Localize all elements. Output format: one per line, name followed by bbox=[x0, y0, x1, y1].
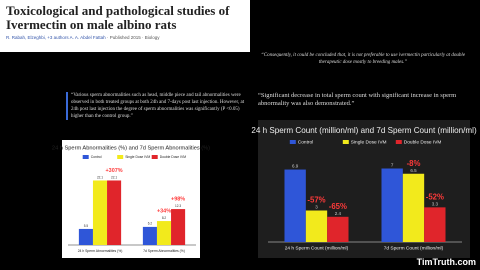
bar bbox=[381, 168, 403, 242]
value-label: 22.1 bbox=[111, 175, 117, 179]
x-tick-label: 24 h Sperm Abnormalities (%) bbox=[78, 249, 123, 253]
paper-title: Toxicological and pathological studies o… bbox=[6, 3, 230, 32]
authors[interactable]: R. Rabah, Elzeghbi, +3 authors A. A. Abd… bbox=[6, 35, 106, 40]
bar bbox=[305, 210, 328, 242]
change-label: -57% bbox=[307, 196, 325, 205]
bar bbox=[284, 169, 306, 242]
bar bbox=[156, 221, 172, 245]
quote: “Significant decrease in total sperm cou… bbox=[258, 92, 457, 107]
byline: R. Rabah, Elzeghbi, +3 authors A. A. Abd… bbox=[6, 35, 160, 40]
value-label: 6.9 bbox=[292, 164, 299, 169]
legend-label: Control bbox=[298, 139, 313, 145]
value-label: 8.2 bbox=[162, 216, 167, 220]
watermark: TimTruth.com bbox=[416, 257, 476, 267]
bar bbox=[402, 173, 425, 242]
legend-swatch bbox=[117, 155, 124, 159]
value-label: 6.2 bbox=[148, 222, 153, 226]
bar bbox=[107, 180, 122, 245]
legend-swatch bbox=[289, 140, 296, 144]
quote: “Various sperm abnormalities such as hea… bbox=[66, 92, 249, 120]
bar bbox=[92, 180, 108, 245]
legend-label: Single Dose IVM bbox=[125, 155, 150, 159]
x-tick-label: 24 h Sperm Count (million/ml) bbox=[285, 245, 349, 251]
bar bbox=[78, 228, 93, 245]
legend-label: Single Dose IVM bbox=[351, 139, 387, 145]
bar bbox=[171, 209, 186, 245]
legend-swatch bbox=[82, 155, 89, 159]
value-label: 7 bbox=[391, 163, 394, 168]
legend-swatch bbox=[342, 140, 349, 144]
bar bbox=[424, 207, 446, 242]
value-label: 12.3 bbox=[175, 204, 181, 208]
change-label: -52% bbox=[426, 192, 444, 201]
change-label: -8% bbox=[407, 159, 421, 168]
paper-header: Toxicological and pathological studies o… bbox=[0, 0, 250, 52]
legend-label: Double Dose IVM bbox=[160, 155, 187, 159]
value-label: 22.1 bbox=[97, 175, 103, 179]
change-label: +34% bbox=[157, 208, 171, 214]
legend-swatch bbox=[395, 140, 402, 144]
change-label: +98% bbox=[171, 197, 185, 203]
chart-title: 24 h Sperm Abnormalities (%) and 7d Sper… bbox=[52, 146, 210, 152]
quote: “Consequently, it could be concluded tha… bbox=[260, 53, 466, 65]
value-label: 3 bbox=[315, 205, 318, 210]
meta: Published 2015 · Biology bbox=[109, 35, 160, 40]
legend-label: Control bbox=[91, 155, 102, 159]
value-label: 3.3 bbox=[432, 202, 439, 207]
value-label: 2.4 bbox=[335, 211, 342, 216]
x-tick-label: 7d Sperm Abnormalities (%) bbox=[143, 249, 185, 253]
bar bbox=[327, 216, 349, 242]
value-label: 6.5 bbox=[410, 168, 417, 173]
chart-title: 24 h Sperm Count (million/ml) and 7d Spe… bbox=[251, 126, 477, 135]
value-label: 5.5 bbox=[84, 224, 89, 228]
change-label: +307% bbox=[106, 168, 123, 174]
bar bbox=[142, 226, 157, 245]
change-label: -65% bbox=[329, 202, 347, 211]
x-tick-label: 7d Sperm Count (million/ml) bbox=[384, 245, 444, 251]
legend-label: Double Dose IVM bbox=[404, 139, 442, 145]
legend-swatch bbox=[151, 155, 158, 159]
